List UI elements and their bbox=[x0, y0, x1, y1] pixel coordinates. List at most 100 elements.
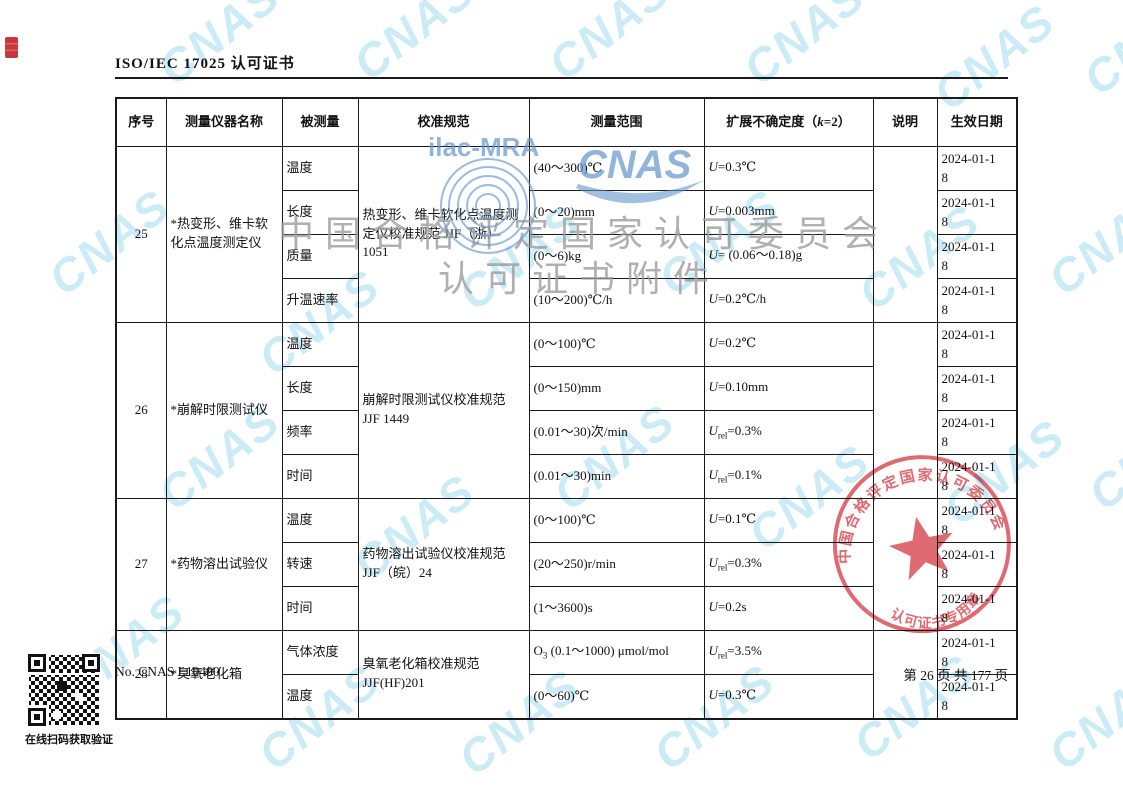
date-cell: 2024-01-18 bbox=[936, 189, 1018, 235]
header-divider bbox=[115, 77, 1008, 79]
uncertainty-cell: U=0.1℃ bbox=[703, 497, 874, 543]
table-row: 26 *崩解时限测试仪 温度 崩解时限测试仪校准规范 JJF 1449 (0～1… bbox=[115, 321, 1018, 499]
quantity-cell: 转速 bbox=[281, 541, 359, 587]
uncertainty-cell: Urel=0.1% bbox=[703, 453, 874, 499]
col-header-date: 生效日期 bbox=[936, 97, 1018, 147]
date-cell: 2024-01-18 bbox=[936, 497, 1018, 543]
quantity-cell: 质量 bbox=[281, 233, 359, 279]
quantity-cell: 气体浓度 bbox=[281, 629, 359, 675]
uncertainty-cell: U= (0.06～0.18)g bbox=[703, 233, 874, 279]
range-cell: (40～300)℃ bbox=[528, 145, 705, 191]
range-cell: O3 (0.1～1000) μmol/mol bbox=[528, 629, 705, 675]
quantity-cell: 频率 bbox=[281, 409, 359, 455]
date-cell: 2024-01-18 bbox=[936, 277, 1018, 323]
instrument-cell: *崩解时限测试仪 bbox=[165, 321, 283, 499]
date-cell: 2024-01-18 bbox=[936, 365, 1018, 411]
qr-caption: 在线扫码获取验证 bbox=[25, 734, 113, 746]
quantity-cell: 时间 bbox=[281, 453, 359, 499]
spec-cell: 崩解时限测试仪校准规范 JJF 1449 bbox=[357, 321, 530, 499]
uncertainty-cell: Urel=0.3% bbox=[703, 409, 874, 455]
red-stamp-fragment bbox=[5, 37, 18, 58]
uncertainty-cell: U=0.2s bbox=[703, 585, 874, 631]
table-row: 升温速率 (10～200)℃/h U=0.2℃/h 2024-01-18 bbox=[116, 277, 1018, 323]
col-header-spec: 校准规范 bbox=[357, 97, 530, 147]
table-row: 温度 (0～60)℃ U=0.3℃ 2024-01-18 bbox=[116, 673, 1018, 719]
uncertainty-cell: U=0.2℃ bbox=[703, 321, 874, 367]
date-cell: 2024-01-18 bbox=[936, 585, 1018, 631]
range-cell: (10～200)℃/h bbox=[528, 277, 705, 323]
uncertainty-cell: U=0.003mm bbox=[703, 189, 874, 235]
range-cell: (0～6)kg bbox=[528, 233, 705, 279]
uncertainty-cell: Urel=0.3% bbox=[703, 541, 874, 587]
date-cell: 2024-01-18 bbox=[936, 453, 1018, 499]
cnas-watermark: CNAS bbox=[148, 0, 290, 96]
note-cell bbox=[872, 321, 938, 499]
range-cell: (0～60)℃ bbox=[528, 673, 705, 719]
uncertainty-cell: U=0.10mm bbox=[703, 365, 874, 411]
instrument-cell: *热变形、维卡软化点温度测定仪 bbox=[165, 145, 283, 323]
cnas-watermark: CNAS bbox=[1073, 0, 1123, 106]
date-cell: 2024-01-18 bbox=[936, 409, 1018, 455]
note-cell bbox=[872, 145, 938, 323]
range-cell: (0.01～30)次/min bbox=[528, 409, 705, 455]
serial-cell: 25 bbox=[115, 145, 167, 323]
quantity-cell: 温度 bbox=[281, 673, 359, 719]
col-header-no: 序号 bbox=[115, 97, 167, 147]
range-cell: (20～250)r/min bbox=[528, 541, 705, 587]
date-cell: 2024-01-18 bbox=[936, 673, 1018, 719]
uncertainty-cell: Urel=3.5% bbox=[703, 629, 874, 675]
page-title: ISO/IEC 17025 认可证书 bbox=[115, 56, 295, 72]
quantity-cell: 长度 bbox=[281, 365, 359, 411]
uncertainty-cell: U=0.2℃/h bbox=[703, 277, 874, 323]
col-header-quantity: 被测量 bbox=[281, 97, 359, 147]
cnas-watermark: CNAS bbox=[1078, 393, 1123, 521]
table-row: 长度 (0～20)mm U=0.003mm 2024-01-18 bbox=[116, 189, 1018, 235]
col-header-range: 测量范围 bbox=[528, 97, 705, 147]
table-row: 28 *臭氧老化箱 气体浓度 臭氧老化箱校准规范 JJF(HF)201 O3 (… bbox=[115, 629, 1018, 719]
page-number: 第 26 页 共 177 页 bbox=[903, 668, 1008, 683]
cnas-watermark: CNAS bbox=[1038, 653, 1123, 781]
table-header-row: 序号 测量仪器名称 被测量 校准规范 测量范围 扩展不确定度（k=2） 说明 生… bbox=[115, 97, 1018, 147]
date-cell: 2024-01-18 bbox=[936, 233, 1018, 279]
date-cell: 2024-01-18 bbox=[936, 145, 1018, 191]
range-cell: (1～3600)s bbox=[528, 585, 705, 631]
col-header-uncertainty: 扩展不确定度（k=2） bbox=[703, 97, 874, 147]
quantity-cell: 时间 bbox=[281, 585, 359, 631]
quantity-cell: 升温速率 bbox=[281, 277, 359, 323]
table-row: 27 *药物溶出试验仪 温度 药物溶出试验仪校准规范 JJF（皖）24 (0～1… bbox=[115, 497, 1018, 631]
qr-finder-patterns bbox=[28, 654, 100, 726]
quantity-cell: 温度 bbox=[281, 497, 359, 543]
accreditation-table: 序号 测量仪器名称 被测量 校准规范 测量范围 扩展不确定度（k=2） 说明 生… bbox=[115, 97, 1018, 720]
col-header-name: 测量仪器名称 bbox=[165, 97, 283, 147]
quantity-cell: 长度 bbox=[281, 189, 359, 235]
table-row: 频率 (0.01～30)次/min Urel=0.3% 2024-01-18 bbox=[116, 409, 1018, 455]
range-cell: (0～20)mm bbox=[528, 189, 705, 235]
range-cell: (0～150)mm bbox=[528, 365, 705, 411]
table-row: 长度 (0～150)mm U=0.10mm 2024-01-18 bbox=[116, 365, 1018, 411]
serial-cell: 27 bbox=[115, 497, 167, 631]
quantity-cell: 温度 bbox=[281, 321, 359, 367]
spec-cell: 药物溶出试验仪校准规范 JJF（皖）24 bbox=[357, 497, 530, 631]
instrument-cell: *药物溶出试验仪 bbox=[165, 497, 283, 631]
date-cell: 2024-01-18 bbox=[936, 541, 1018, 587]
quantity-cell: 温度 bbox=[281, 145, 359, 191]
date-cell: 2024-01-18 bbox=[936, 321, 1018, 367]
range-cell: (0～100)℃ bbox=[528, 497, 705, 543]
note-cell bbox=[872, 629, 938, 719]
range-cell: (0.01～30)min bbox=[528, 453, 705, 499]
col-header-note: 说明 bbox=[872, 97, 938, 147]
cnas-watermark: CNAS bbox=[733, 0, 875, 96]
certificate-number: No. CNAS L10400 bbox=[115, 664, 220, 679]
uncertainty-cell: U=0.3℃ bbox=[703, 145, 874, 191]
uncertainty-cell: U=0.3℃ bbox=[703, 673, 874, 719]
spec-cell: 热变形、维卡软化点温度测定仪校准规范 JJF（浙）1051 bbox=[357, 145, 530, 323]
spec-cell: 臭氧老化箱校准规范 JJF(HF)201 bbox=[357, 629, 530, 719]
range-cell: (0～100)℃ bbox=[528, 321, 705, 367]
note-cell bbox=[872, 497, 938, 631]
qr-code bbox=[27, 653, 101, 727]
cnas-watermark: CNAS bbox=[1038, 178, 1123, 306]
serial-cell: 26 bbox=[115, 321, 167, 499]
table-row: 质量 (0～6)kg U= (0.06～0.18)g 2024-01-18 bbox=[116, 233, 1018, 279]
table-row: 25 *热变形、维卡软化点温度测定仪 温度 热变形、维卡软化点温度测定仪校准规范… bbox=[115, 145, 1018, 323]
